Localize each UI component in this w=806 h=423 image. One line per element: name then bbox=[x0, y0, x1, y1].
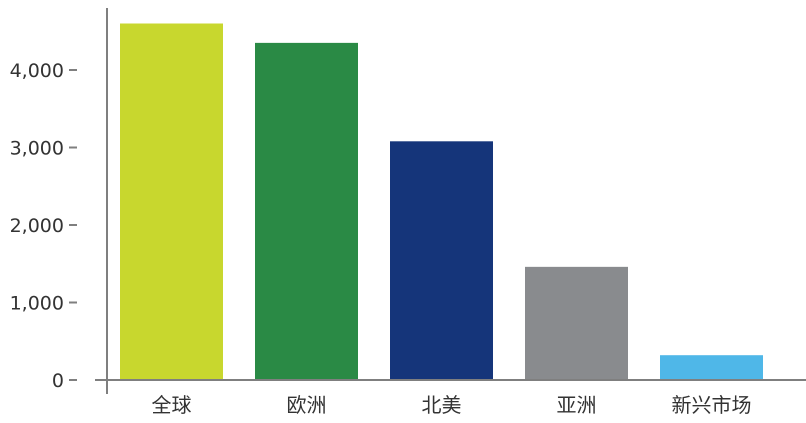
bar-3 bbox=[525, 266, 628, 380]
bar-2 bbox=[390, 141, 493, 380]
x-category-label: 北美 bbox=[422, 393, 462, 417]
x-axis-labels: 全球 欧洲 北美 亚洲 新兴市场 bbox=[152, 393, 752, 417]
y-tick-label: 1,000 bbox=[10, 293, 64, 315]
x-category-label: 新兴市场 bbox=[672, 393, 752, 417]
y-axis-ticks: 0 1,000 2,000 3,000 4,000 bbox=[10, 60, 77, 392]
y-tick-label: 2,000 bbox=[10, 215, 64, 237]
bar-0 bbox=[120, 23, 223, 380]
x-category-label: 欧洲 bbox=[287, 393, 327, 417]
bar-4 bbox=[660, 355, 763, 380]
x-category-label: 亚洲 bbox=[557, 393, 597, 417]
bar-1 bbox=[255, 42, 358, 380]
y-tick-label: 0 bbox=[52, 370, 64, 392]
x-category-label: 全球 bbox=[152, 393, 192, 417]
bars-group bbox=[120, 23, 763, 380]
y-tick-label: 4,000 bbox=[10, 60, 64, 82]
y-tick-label: 3,000 bbox=[10, 138, 64, 160]
